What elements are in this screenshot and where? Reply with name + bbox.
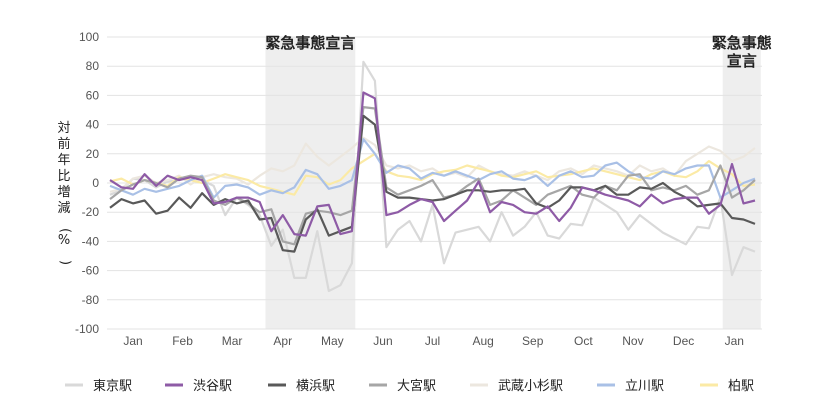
annotation-text: 緊急事態 [712, 34, 772, 52]
x-tick-labels: Jan Feb Mar Apr May Jun Jul Aug Sep Oct Nov Dec Jan [123, 334, 744, 348]
y-tick-label: 40 [86, 118, 100, 132]
x-tick-label: Jun [373, 334, 392, 348]
y-tick-label: -40 [82, 234, 100, 248]
y-tick-label: -80 [82, 293, 100, 307]
annotations: 緊急事態宣言 緊急事態宣言 [265, 34, 771, 70]
legend-label: 武蔵小杉駅 [498, 379, 563, 394]
x-tick-label: Jan [123, 334, 142, 348]
x-tick-label: Nov [622, 334, 643, 348]
series-line-4 [109, 136, 756, 193]
y-tick-label: 20 [86, 147, 100, 161]
y-tick-label: 0 [92, 176, 99, 190]
y-tick-label: 80 [86, 59, 100, 73]
series-line-1 [109, 91, 756, 237]
legend: 東京駅 渋谷駅 横浜駅 大宮駅 武蔵小杉駅 立川駅 柏駅 [65, 378, 754, 394]
x-tick-label: Mar [222, 334, 243, 348]
x-tick-label: Apr [273, 334, 292, 348]
annotation-text: 緊急事態宣言 [265, 34, 355, 52]
x-tick-label: Dec [673, 334, 694, 348]
legend-label: 立川駅 [625, 379, 664, 394]
legend-label: 大宮駅 [397, 378, 436, 394]
legend-label: 柏駅 [728, 379, 754, 394]
y-axis-label: 対前年比増減(%) [57, 121, 72, 265]
y-tick-label: 60 [86, 88, 100, 102]
x-tick-label: May [321, 334, 344, 348]
series-line-6 [109, 152, 756, 196]
x-tick-label: Sep [522, 334, 544, 348]
y-gridlines [107, 36, 762, 330]
x-tick-label: Jul [425, 334, 440, 348]
y-tick-label: -100 [75, 322, 99, 336]
legend-label: 東京駅 [93, 378, 132, 394]
legend-label: 渋谷駅 [193, 379, 232, 394]
y-tick-label: 100 [79, 30, 99, 44]
x-tick-label: Feb [172, 334, 193, 348]
y-tick-labels: -100 -80 -60 -40 -20 0 20 40 60 80 100 [75, 30, 99, 336]
x-tick-label: Oct [574, 334, 593, 348]
series-lines [109, 60, 756, 293]
y-tick-label: -60 [82, 264, 100, 278]
series-line-0 [109, 60, 756, 293]
series-line-5 [109, 138, 756, 199]
annotation-text: 宣言 [727, 52, 757, 70]
x-tick-label: Aug [472, 334, 493, 348]
legend-label: 横浜駅 [296, 379, 335, 394]
y-tick-label: -20 [82, 205, 100, 219]
x-tick-label: Jan [725, 334, 744, 348]
